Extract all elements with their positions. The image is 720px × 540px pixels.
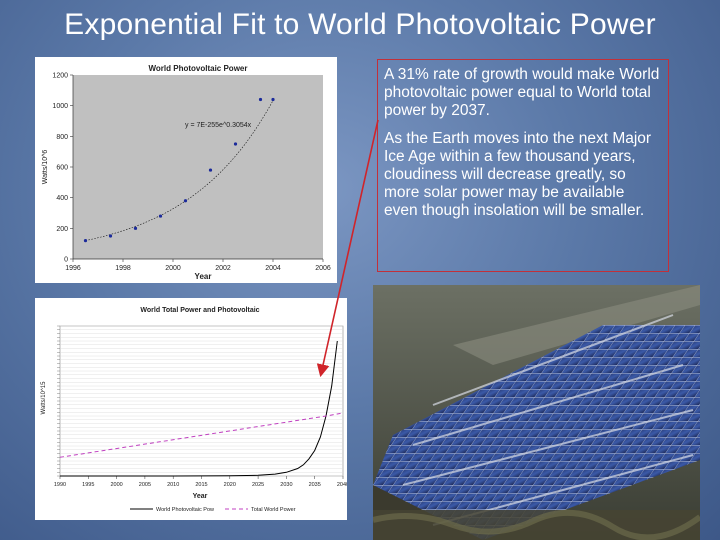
callout-paragraph-growth: A 31% rate of growth would make World ph… <box>384 66 660 119</box>
chart-1-x-label: Year <box>195 272 212 281</box>
chart-1-x-tick-label: 2006 <box>315 265 331 272</box>
chart-1-data-point <box>271 97 275 102</box>
chart-1-data-point <box>258 97 263 102</box>
chart-1-y-tick-label: 0 <box>64 257 68 264</box>
chart-2-svg: World Total Power and Photovoltaic Year … <box>41 307 349 513</box>
chart-1-x-tick-label: 2002 <box>215 265 231 272</box>
chart-2-x-tick-label: 2015 <box>195 482 207 488</box>
chart-2-x-tick-label: 2005 <box>139 482 151 488</box>
chart-1-data-point <box>208 168 213 172</box>
chart-1-y-label: Watts/10^6 <box>42 150 49 185</box>
solar-panels-photo <box>373 285 700 540</box>
chart-1-data-point <box>108 234 113 238</box>
chart-1-y-tick-label: 1000 <box>52 103 68 110</box>
callout-box: A 31% rate of growth would make World ph… <box>377 59 669 272</box>
solar-panels-photo-svg <box>373 285 700 540</box>
chart-2-x-tick-label: 2030 <box>280 482 292 488</box>
chart-1-x-tick-label: 1996 <box>65 265 81 272</box>
chart-2-x-tick-label: 2025 <box>252 482 264 488</box>
chart-world-total-power-and-photovoltaic: World Total Power and Photovoltaic Year … <box>35 298 349 520</box>
chart-2-x-label: Year <box>193 493 208 500</box>
chart-1-svg: World Photovoltaic Power y = 7E-255e^0.3… <box>42 64 331 281</box>
chart-world-photovoltaic-power: World Photovoltaic Power y = 7E-255e^0.3… <box>35 57 337 283</box>
chart-2-x-tick-label: 2010 <box>167 482 179 488</box>
chart-1-x-tick-label: 1998 <box>115 265 131 272</box>
chart-2-x-tick-label: 1990 <box>54 482 66 488</box>
callout-paragraph-ice-age: As the Earth moves into the next Major I… <box>384 130 652 219</box>
chart-1-fit-equation: y = 7E-255e^0.3054x <box>185 122 252 129</box>
chart-1-y-tick-label: 200 <box>56 226 68 233</box>
chart-2-x-tick-label: 2035 <box>309 482 321 488</box>
chart-1-y-tick-label: 600 <box>56 165 68 172</box>
legend-label-total-world-power: Total World Power <box>251 507 296 513</box>
chart-1-data-point <box>133 226 138 230</box>
chart-1-x-tick-label: 2000 <box>165 265 181 272</box>
chart-1-y-tick-label: 1200 <box>52 73 68 80</box>
chart-1-title: World Photovoltaic Power <box>149 64 248 73</box>
chart-2-series-total-world-power <box>59 412 344 458</box>
legend-label-photovoltaic: World Photovoltaic Pow <box>156 507 214 513</box>
chart-1-data-point <box>183 199 188 203</box>
chart-2-series-photovoltaic <box>60 340 338 477</box>
chart-2-x-tick-label: 2000 <box>110 482 122 488</box>
chart-1-data-point <box>158 214 163 218</box>
chart-2-legend: World Photovoltaic Pow Total World Power <box>130 507 296 513</box>
slide-title: Exponential Fit to World Photovoltaic Po… <box>64 8 656 41</box>
chart-1-data-point <box>83 239 88 243</box>
chart-1-plot-area <box>73 75 323 259</box>
chart-1-y-tick-label: 800 <box>56 134 68 141</box>
chart-1-x-tick-label: 2004 <box>265 265 281 272</box>
chart-2-y-label: Watts/10^15 <box>41 381 47 415</box>
chart-2-x-tick-label: 1995 <box>82 482 94 488</box>
chart-1-data-point <box>233 142 238 146</box>
chart-1-y-tick-label: 400 <box>56 195 68 202</box>
chart-2-x-tick-label: 2020 <box>224 482 236 488</box>
chart-2-x-tick-label: 2040 <box>337 482 347 488</box>
chart-2-title: World Total Power and Photovoltaic <box>140 307 259 314</box>
